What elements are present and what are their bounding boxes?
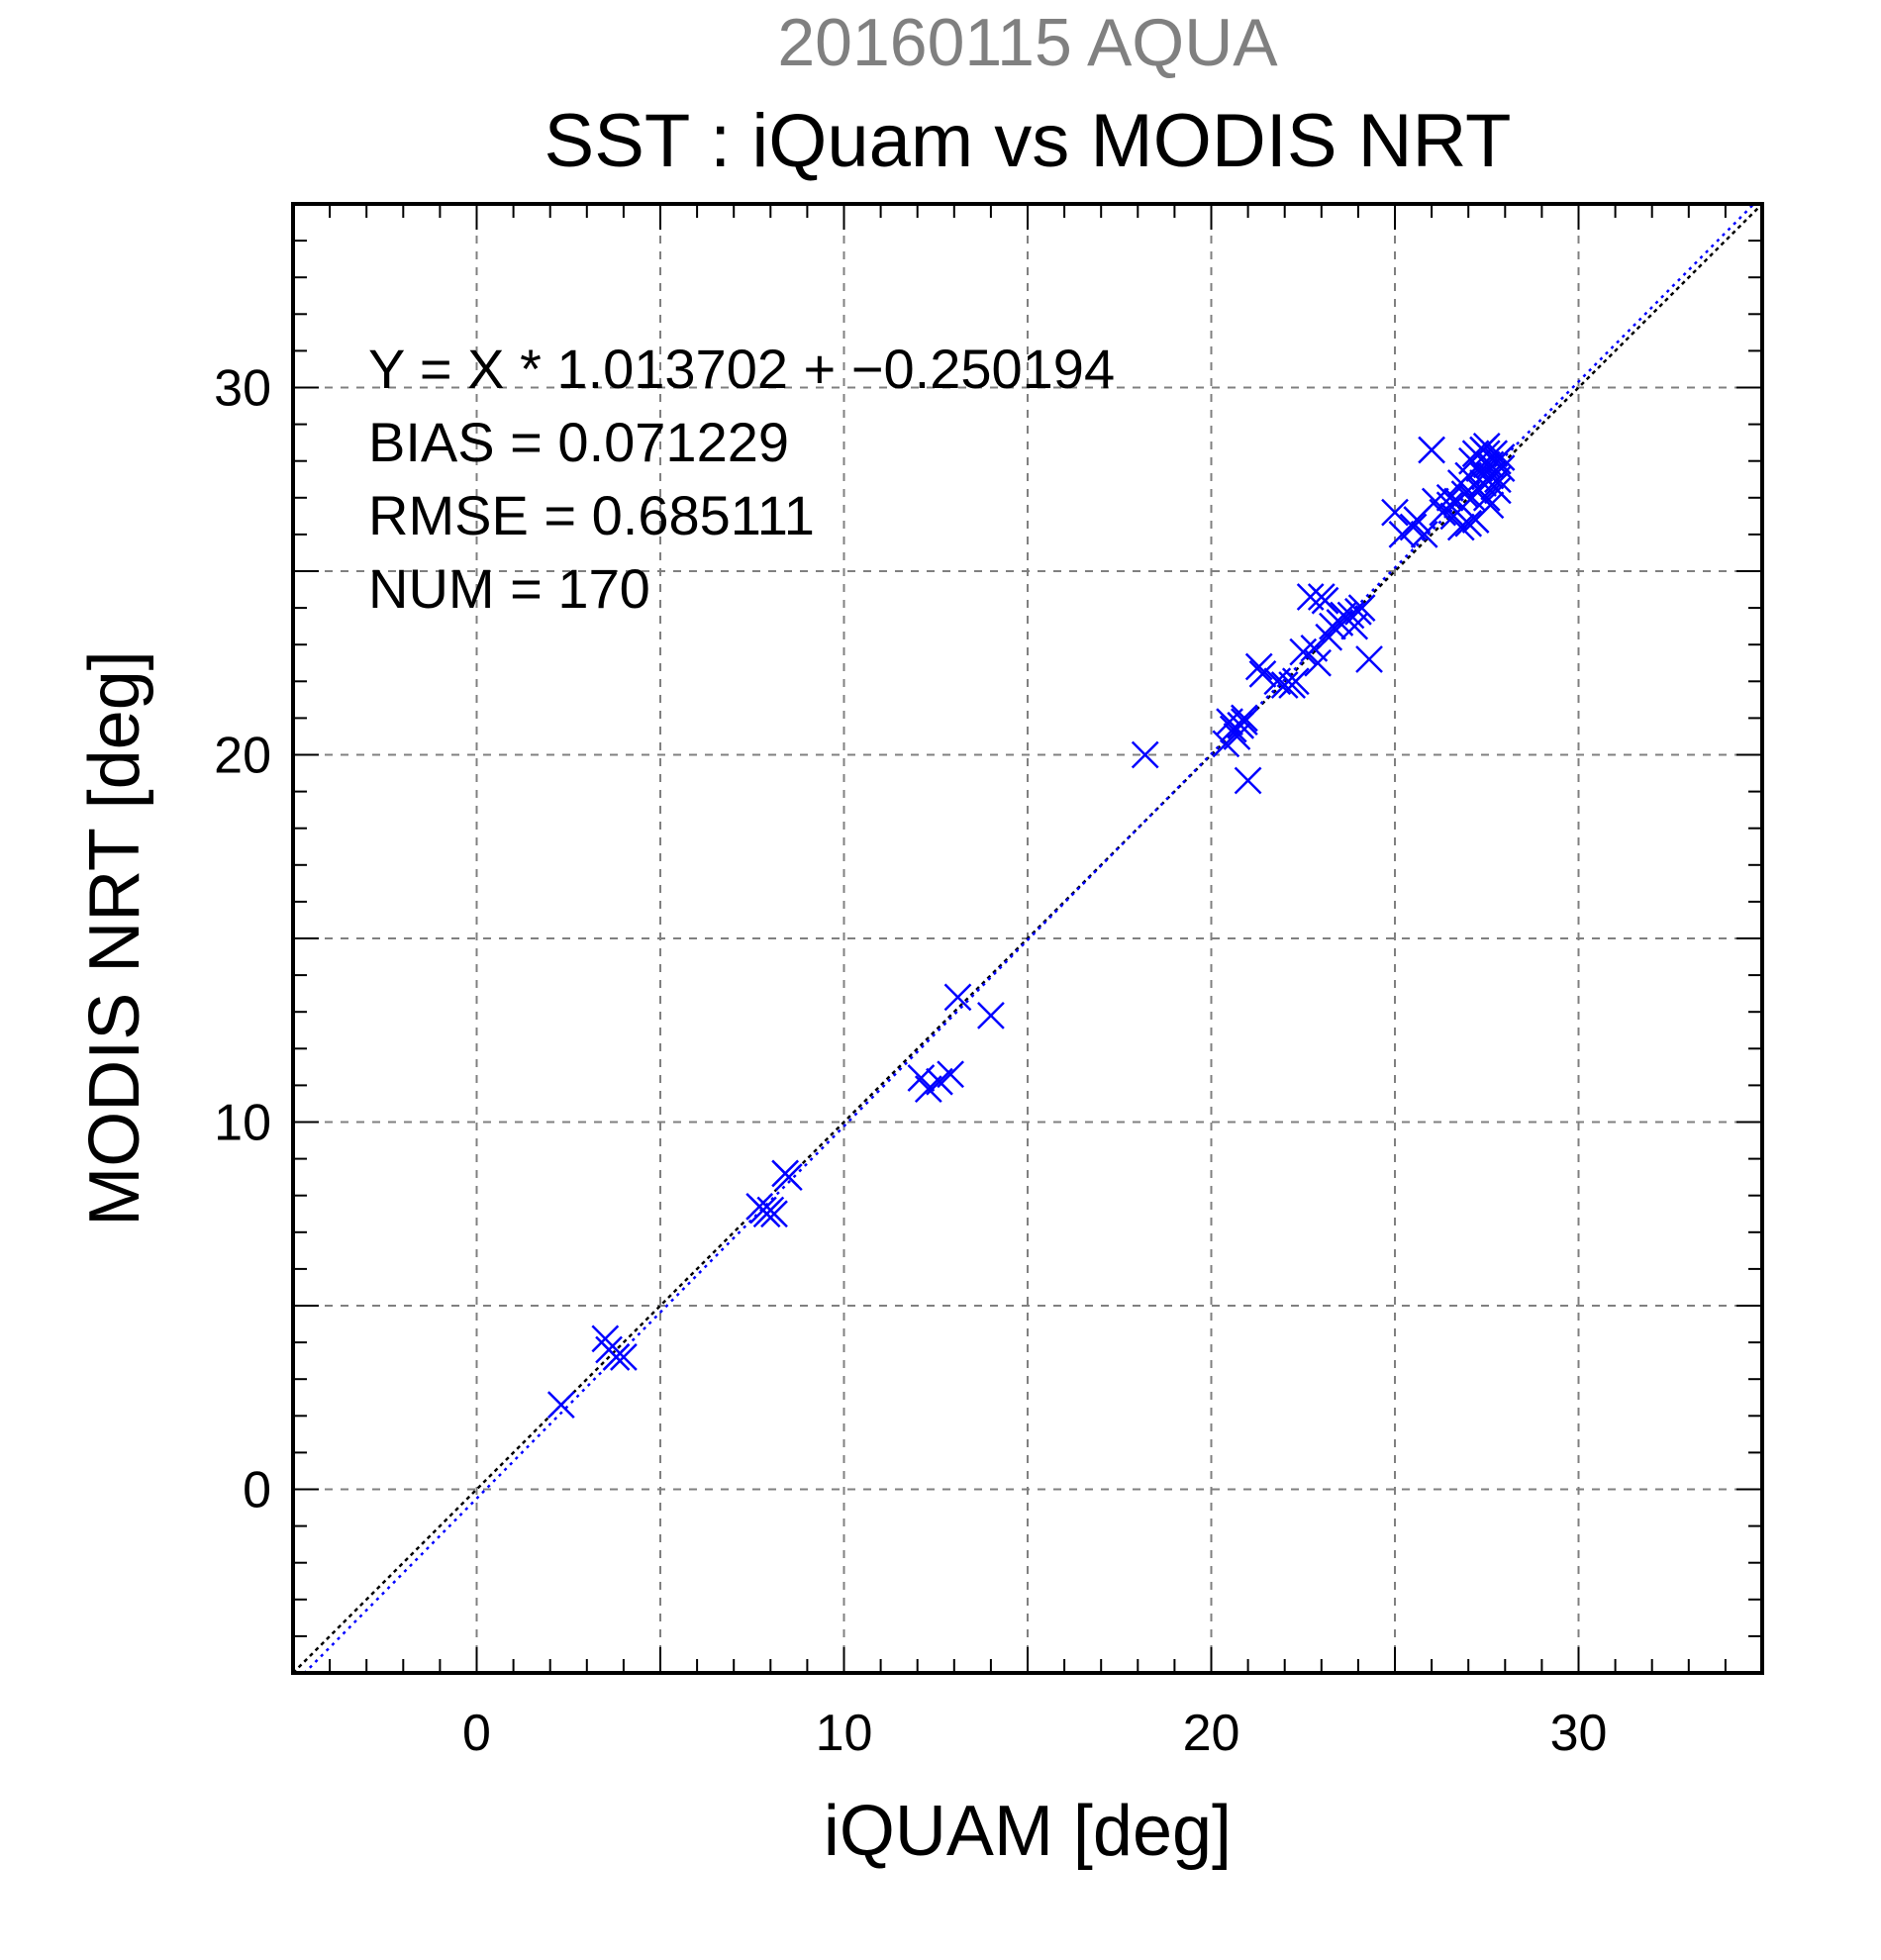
data-point [1472,432,1501,460]
x-tick-label: 20 [1183,1705,1240,1762]
rmse-value: RMSE = 0.685111 [368,484,815,546]
data-point [546,1391,575,1420]
y-tick-label: 20 [214,728,271,785]
chart-title: 20160115 AQUA [777,5,1278,80]
data-point [1454,509,1483,538]
data-point [1131,740,1159,769]
data-point [1347,594,1376,622]
data-point [1418,436,1445,464]
data-point [774,1163,803,1192]
data-point [1231,704,1258,733]
y-tick-label: 0 [243,1462,271,1519]
data-point [1223,723,1251,750]
data-point [1311,586,1339,615]
data-point [1281,667,1310,696]
data-point [1476,450,1505,479]
y-tick-labels: 0 10 20 30 [214,360,271,1519]
data-point [1234,766,1262,795]
stats-annotation: Y = X * 1.013702 + −0.250194 BIAS = 0.07… [368,338,1115,620]
data-point [1381,498,1409,527]
regression-lines [293,204,1762,1673]
data-point [943,983,972,1012]
chart-subtitle: SST : iQuam vs MODIS NRT [544,99,1512,183]
fit-equation: Y = X * 1.013702 + −0.250194 [368,338,1115,400]
grid-lines [293,204,1762,1673]
data-point [977,1002,1005,1029]
data-point [1248,659,1277,688]
x-tick-label: 0 [462,1705,491,1762]
y-axis-label: MODIS NRT [deg] [75,650,154,1226]
x-tick-label: 30 [1550,1705,1608,1762]
plot-frame [291,202,1764,1675]
data-point [760,1200,788,1228]
num-value: NUM = 170 [368,557,650,620]
y-tick-label: 10 [214,1095,271,1152]
x-tick-labels: 0 10 20 30 [462,1705,1607,1762]
y-tick-label: 30 [214,360,271,418]
data-point [602,1343,631,1371]
data-point [1231,708,1258,735]
data-point [1300,635,1329,662]
data-point [1483,476,1512,505]
data-point [1244,652,1273,681]
bias-value: BIAS = 0.071229 [368,411,789,473]
data-point [1476,491,1505,520]
data-point [1410,521,1438,548]
data-point [1355,645,1383,673]
data-point [1289,637,1318,666]
data-points [546,432,1516,1420]
data-point [1270,671,1299,699]
data-point [610,1343,638,1371]
data-point [1446,513,1475,541]
x-tick-label: 10 [816,1705,873,1762]
fit-line [302,204,1756,1673]
x-axis-label: iQUAM [deg] [824,1792,1232,1871]
data-point [937,1060,964,1089]
data-point [1315,623,1343,651]
